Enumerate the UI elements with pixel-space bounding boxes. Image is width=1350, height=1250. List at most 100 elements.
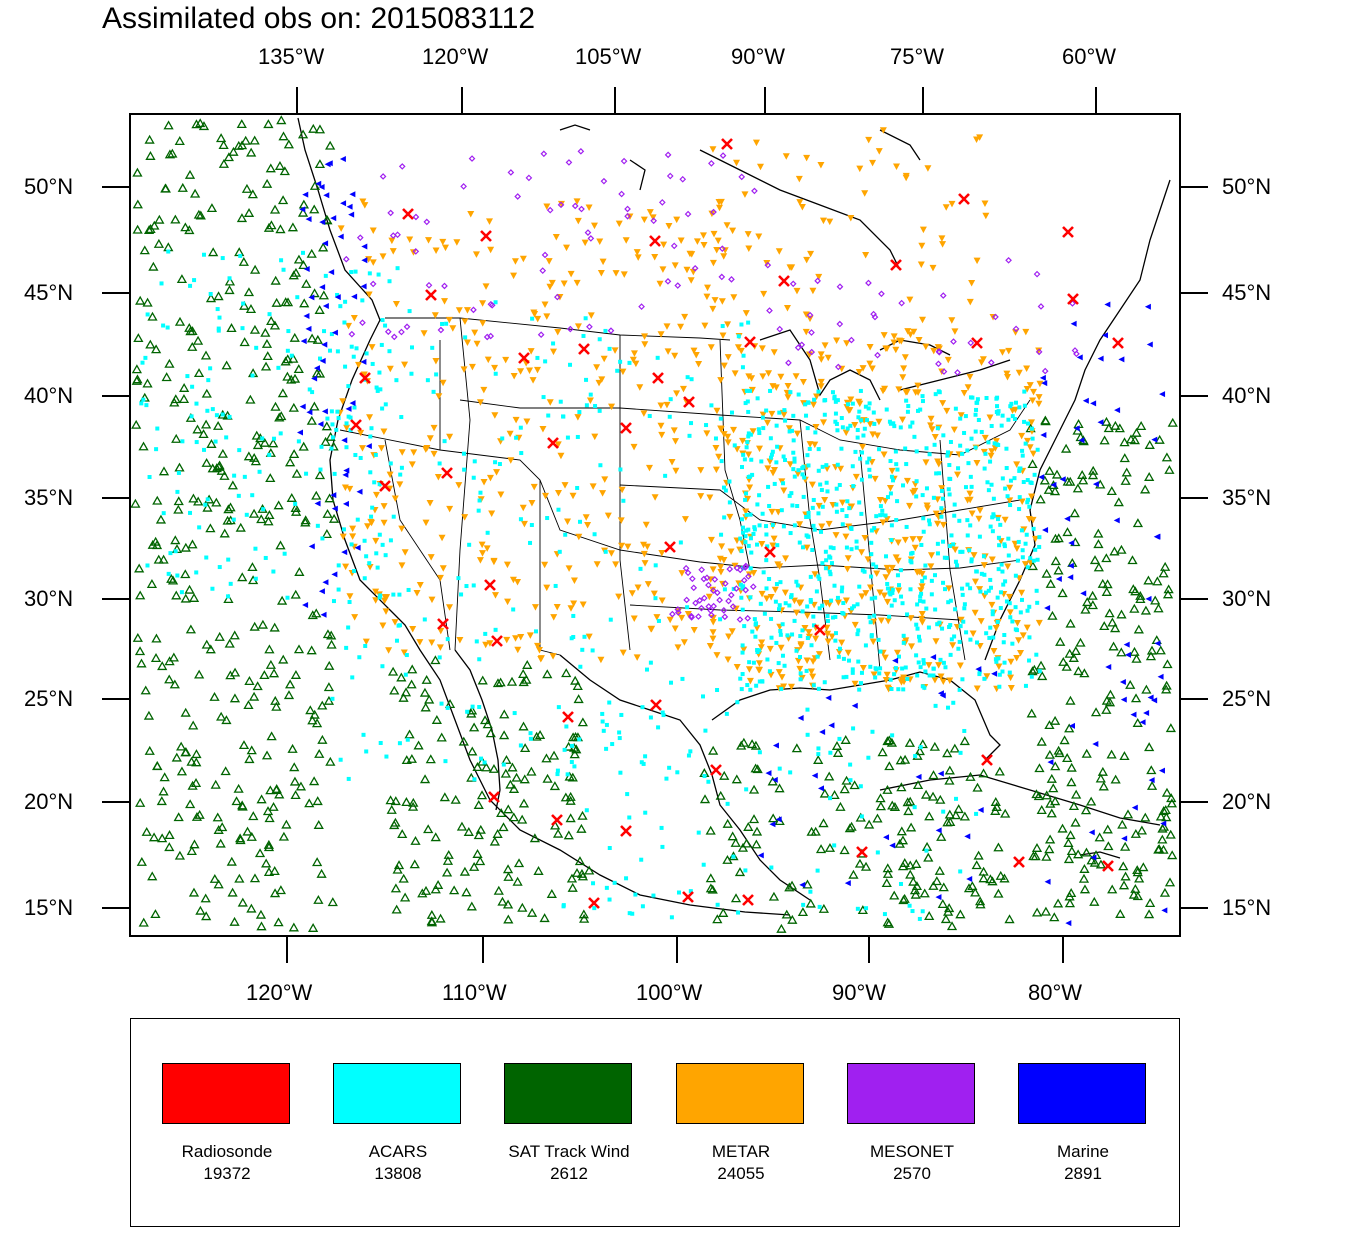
obs-marker [714, 237, 722, 245]
obs-marker [380, 428, 388, 436]
obs-marker [701, 862, 706, 867]
obs-marker [574, 217, 582, 225]
obs-marker [887, 800, 898, 810]
obs-marker [951, 542, 956, 547]
obs-marker [1116, 609, 1127, 619]
obs-marker [348, 415, 353, 420]
obs-marker [535, 355, 540, 360]
obs-marker [354, 544, 361, 551]
obs-marker [157, 833, 168, 843]
obs-marker [321, 341, 328, 348]
obs-marker [483, 631, 488, 636]
obs-marker [147, 311, 158, 321]
obs-marker [355, 361, 363, 369]
obs-marker [738, 173, 746, 181]
obs-marker [996, 409, 1001, 414]
obs-marker [971, 337, 983, 349]
obs-marker [815, 868, 820, 873]
obs-marker [655, 355, 660, 360]
obs-marker [806, 441, 814, 448]
obs-marker [859, 511, 864, 516]
obs-marker [642, 521, 650, 529]
obs-marker [243, 207, 255, 217]
obs-marker [823, 398, 828, 403]
obs-marker [877, 617, 885, 624]
obs-marker [965, 582, 970, 587]
obs-marker [369, 426, 374, 431]
obs-marker [861, 190, 869, 197]
obs-marker [807, 668, 815, 676]
obs-marker [369, 259, 377, 266]
obs-marker [777, 373, 785, 381]
obs-marker [379, 253, 387, 260]
obs-marker [322, 240, 329, 247]
obs-marker [834, 509, 839, 514]
obs-marker [922, 459, 930, 466]
obs-marker [1057, 588, 1068, 598]
obs-marker [710, 230, 718, 238]
obs-marker [173, 549, 178, 554]
obs-marker [346, 485, 354, 493]
obs-marker [893, 163, 901, 170]
obs-marker [303, 313, 310, 320]
obs-marker [858, 593, 866, 600]
obs-marker [497, 462, 502, 467]
obs-marker [425, 289, 437, 301]
obs-marker [282, 551, 287, 556]
obs-marker [243, 451, 254, 461]
obs-marker [141, 826, 152, 836]
obs-marker [813, 430, 818, 435]
obs-marker [700, 241, 708, 249]
obs-marker [706, 642, 714, 650]
obs-marker [808, 329, 815, 336]
obs-marker [748, 814, 760, 824]
obs-marker [743, 497, 748, 502]
obs-marker [1151, 436, 1158, 443]
obs-marker [834, 421, 839, 426]
obs-marker [741, 525, 746, 530]
obs-marker [953, 406, 958, 411]
obs-marker [1028, 493, 1036, 501]
obs-marker [1020, 548, 1025, 553]
obs-marker [1161, 907, 1168, 914]
obs-marker [709, 566, 717, 573]
obs-marker [725, 801, 730, 806]
obs-marker [585, 204, 593, 211]
obs-marker [134, 646, 146, 656]
obs-marker [1097, 766, 1108, 776]
obs-marker [656, 725, 661, 730]
obs-marker [674, 609, 682, 616]
obs-marker [914, 382, 922, 390]
obs-marker [672, 438, 680, 445]
obs-marker [895, 386, 903, 393]
obs-marker [884, 761, 895, 771]
obs-marker [632, 360, 640, 368]
obs-marker [297, 429, 304, 436]
obs-marker [394, 231, 401, 239]
obs-marker [990, 612, 995, 617]
obs-marker [1067, 562, 1074, 569]
obs-marker [1000, 569, 1005, 574]
obs-marker [175, 573, 180, 578]
obs-marker [901, 536, 909, 544]
obs-marker [837, 646, 842, 651]
obs-marker [493, 371, 498, 376]
obs-marker [888, 677, 893, 682]
obs-marker [335, 349, 340, 354]
obs-marker [822, 680, 827, 685]
obs-marker [372, 597, 380, 604]
obs-marker [981, 754, 993, 766]
obs-marker [648, 715, 653, 720]
obs-marker [554, 490, 562, 497]
obs-marker [1037, 669, 1042, 674]
obs-marker [597, 656, 605, 664]
obs-marker [824, 463, 829, 468]
obs-marker [479, 300, 487, 307]
obs-marker [275, 540, 286, 550]
obs-marker [812, 423, 820, 431]
obs-marker [425, 378, 430, 383]
obs-marker [622, 237, 630, 244]
obs-marker [314, 470, 326, 480]
obs-marker [330, 492, 337, 499]
obs-marker [553, 583, 558, 588]
